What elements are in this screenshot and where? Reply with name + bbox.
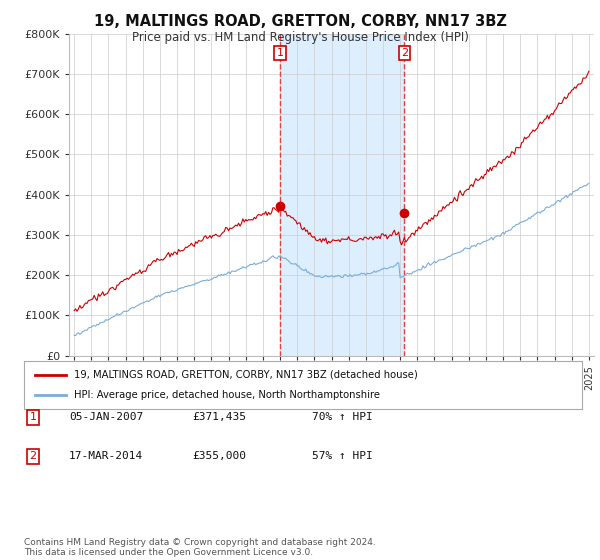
Bar	[280, 34, 404, 356]
Text: Price paid vs. HM Land Registry's House Price Index (HPI): Price paid vs. HM Land Registry's House …	[131, 31, 469, 44]
Text: 19, MALTINGS ROAD, GRETTON, CORBY, NN17 3BZ (detached house): 19, MALTINGS ROAD, GRETTON, CORBY, NN17 …	[74, 370, 418, 380]
Text: Contains HM Land Registry data © Crown copyright and database right 2024.
This d: Contains HM Land Registry data © Crown c…	[24, 538, 376, 557]
Text: 2: 2	[401, 48, 408, 58]
Text: 2: 2	[29, 451, 37, 461]
Text: 05-JAN-2007: 05-JAN-2007	[69, 412, 143, 422]
Text: 1: 1	[29, 412, 37, 422]
Text: £371,435: £371,435	[192, 412, 246, 422]
Text: 70% ↑ HPI: 70% ↑ HPI	[312, 412, 373, 422]
Text: 19, MALTINGS ROAD, GRETTON, CORBY, NN17 3BZ: 19, MALTINGS ROAD, GRETTON, CORBY, NN17 …	[94, 14, 506, 29]
Text: £355,000: £355,000	[192, 451, 246, 461]
Text: 17-MAR-2014: 17-MAR-2014	[69, 451, 143, 461]
Text: 1: 1	[277, 48, 284, 58]
Text: 57% ↑ HPI: 57% ↑ HPI	[312, 451, 373, 461]
Text: HPI: Average price, detached house, North Northamptonshire: HPI: Average price, detached house, Nort…	[74, 390, 380, 400]
